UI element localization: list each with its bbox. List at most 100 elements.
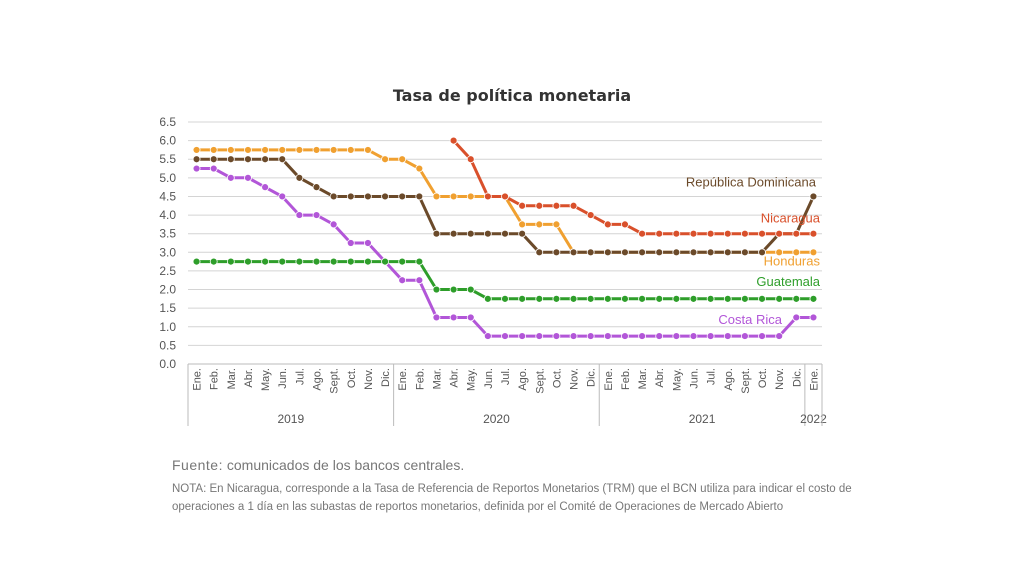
data-point [586, 211, 595, 219]
data-point [792, 248, 801, 257]
data-point [466, 313, 475, 322]
source-label: Fuente: [172, 457, 223, 473]
y-tick-label: 1.5 [159, 301, 176, 315]
year-label: 2021 [689, 412, 716, 426]
data-point [586, 294, 595, 303]
y-tick-label: 3.5 [159, 227, 176, 241]
y-tick-label: 5.0 [159, 171, 176, 185]
data-point [535, 201, 544, 210]
data-point [655, 332, 664, 340]
data-point [244, 257, 252, 266]
data-point [501, 332, 509, 340]
x-tick-label: Ago. [517, 368, 529, 391]
data-point [449, 313, 458, 322]
data-point [329, 146, 338, 154]
series-line [196, 260, 814, 301]
data-point [261, 183, 270, 192]
data-point [483, 229, 492, 238]
x-tick-label: Feb. [414, 368, 426, 390]
data-point [364, 257, 372, 266]
data-point [346, 257, 355, 266]
x-tick-label: Jul. [500, 368, 512, 385]
data-point [415, 192, 424, 201]
data-point [432, 285, 441, 294]
data-point [312, 146, 321, 154]
series-line [452, 139, 814, 236]
data-point [689, 332, 698, 340]
x-tick-label: Mar. [226, 368, 238, 389]
series-label: Costa Rica [718, 312, 782, 327]
data-point [398, 192, 407, 201]
data-point [775, 229, 784, 238]
data-point [381, 257, 389, 266]
data-point [638, 294, 646, 303]
data-point [706, 294, 715, 303]
data-point [312, 183, 321, 192]
source-line: Fuente: comunicados de los bancos centra… [172, 457, 872, 473]
data-point [295, 146, 304, 154]
x-tick-label: Sept. [329, 368, 341, 394]
data-point [569, 332, 578, 340]
year-label: 2020 [483, 412, 510, 426]
data-point [398, 155, 407, 164]
data-point [706, 332, 715, 340]
x-tick-label: May. [671, 368, 683, 391]
x-tick-label: Abr. [243, 368, 255, 388]
y-tick-label: 4.0 [159, 208, 176, 222]
source-text: comunicados de los bancos centrales. [222, 457, 465, 473]
data-point [740, 229, 749, 238]
data-point [569, 294, 578, 303]
data-point [329, 257, 338, 266]
data-point [603, 220, 612, 229]
data-point [501, 229, 509, 238]
data-point [449, 192, 458, 201]
data-point [740, 332, 749, 340]
data-point [278, 192, 287, 201]
data-point [398, 276, 407, 285]
data-point [689, 248, 698, 257]
data-point [809, 294, 818, 303]
data-point [518, 220, 527, 229]
data-point [809, 313, 818, 322]
data-point [758, 332, 766, 340]
data-point [758, 248, 766, 257]
data-point [758, 294, 766, 303]
data-point [244, 173, 252, 182]
data-point [569, 201, 578, 210]
data-point [449, 229, 458, 238]
data-point [432, 229, 441, 238]
x-tick-label: Nov. [569, 368, 581, 390]
data-point [466, 285, 475, 294]
data-point [226, 146, 235, 154]
y-tick-label: 0.0 [159, 357, 176, 371]
data-point [501, 294, 509, 303]
y-tick-label: 6.5 [159, 115, 176, 129]
y-tick-label: 6.0 [159, 134, 176, 148]
data-point [518, 294, 527, 303]
data-point [329, 220, 338, 229]
data-point [226, 155, 235, 164]
y-tick-label: 2.0 [159, 283, 176, 297]
data-point [192, 155, 201, 164]
data-point [723, 332, 732, 340]
data-point [672, 229, 681, 238]
data-point [295, 173, 304, 182]
data-point [775, 248, 784, 257]
data-point [261, 257, 270, 266]
data-point [706, 248, 715, 257]
data-point [552, 332, 561, 340]
data-point [792, 229, 801, 238]
data-point [432, 192, 441, 201]
x-tick-label: Ene. [192, 368, 204, 391]
data-point [226, 173, 235, 182]
x-tick-label: May. [466, 368, 478, 391]
data-point [192, 257, 201, 266]
data-point [364, 192, 372, 201]
data-point [621, 332, 629, 340]
data-point [552, 201, 561, 210]
data-point [809, 229, 818, 238]
year-label: 2019 [277, 412, 304, 426]
data-point [535, 294, 544, 303]
data-point [809, 248, 818, 257]
